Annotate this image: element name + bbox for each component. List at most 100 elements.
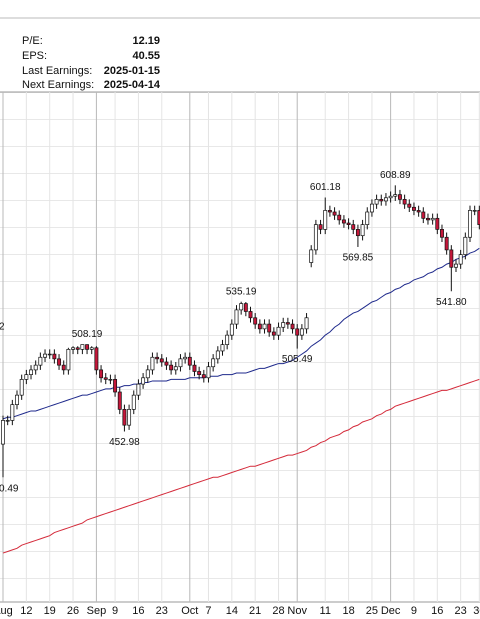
- candle-body: [103, 377, 108, 380]
- annotation: 608.89: [380, 170, 411, 181]
- annotation: 508.19: [72, 329, 103, 340]
- candle-body: [239, 303, 244, 311]
- stat-label: EPS:: [22, 50, 47, 62]
- candle-body: [94, 347, 99, 371]
- candle-body: [38, 356, 43, 366]
- candle-body: [257, 323, 262, 330]
- candle-body: [407, 203, 412, 208]
- candle-body: [187, 356, 192, 366]
- candle-body: [360, 224, 365, 237]
- stat-label: P/E:: [22, 35, 43, 47]
- candle-body: [183, 356, 188, 360]
- candle-body: [295, 328, 300, 336]
- candle-body: [388, 195, 393, 199]
- x-tick-label: Sep: [87, 605, 107, 617]
- candle-body: [248, 311, 253, 319]
- candle-body: [197, 371, 202, 375]
- x-tick-label: 16: [431, 605, 443, 617]
- candle-body: [131, 394, 136, 410]
- candle-body: [61, 364, 66, 371]
- candle-body: [402, 199, 407, 205]
- candle-body: [29, 369, 33, 375]
- x-tick-label: Oct: [181, 605, 198, 617]
- candle-body: [71, 347, 75, 350]
- candle-body: [309, 249, 314, 263]
- candle-body: [66, 349, 71, 371]
- candle-body: [299, 328, 304, 336]
- stat-value: 2025-01-15: [104, 65, 160, 77]
- candle-body: [141, 377, 146, 385]
- candle-body: [127, 409, 132, 426]
- annotation: 505.49: [282, 354, 313, 365]
- candle-body: [75, 347, 80, 350]
- candle-body: [19, 379, 24, 396]
- candle-body: [318, 224, 323, 230]
- x-tick-label: Aug: [0, 605, 13, 617]
- candle-body: [365, 211, 370, 225]
- candle-body: [271, 331, 276, 336]
- stat-label: Last Earnings:: [22, 65, 92, 77]
- candle-body: [304, 317, 309, 330]
- candle-body: [383, 197, 388, 202]
- annotation: 535.19: [226, 286, 257, 297]
- candle-body: [159, 358, 164, 363]
- candle-body: [435, 217, 440, 230]
- x-tick-label: 9: [112, 605, 118, 617]
- annotation: 541.80: [436, 297, 467, 308]
- candle-body: [150, 356, 155, 371]
- candle-body: [47, 353, 52, 356]
- candle-body: [122, 409, 127, 426]
- candle-body: [225, 334, 230, 345]
- candle-body: [211, 358, 216, 368]
- candle-body: [463, 236, 468, 255]
- candle-body: [393, 194, 398, 197]
- candle-body: [99, 369, 104, 379]
- candle-body: [454, 263, 458, 268]
- moving-average-line: [2, 247, 480, 420]
- candle-body: [85, 344, 90, 350]
- x-tick-label: 11: [320, 605, 331, 617]
- candle-body: [444, 236, 449, 251]
- annotation: 569.85: [343, 253, 374, 264]
- stat-value: 12.19: [132, 35, 160, 47]
- candle-body: [313, 224, 318, 251]
- stat-value: 2025-04-14: [104, 79, 161, 91]
- candle-body: [155, 356, 160, 360]
- candle-body: [416, 210, 421, 213]
- x-tick-label: Dec: [381, 605, 401, 617]
- candle-body: [253, 317, 258, 325]
- x-tick-label: 26: [67, 605, 79, 617]
- candle-body: [332, 211, 337, 216]
- x-tick-label: 19: [44, 605, 56, 617]
- x-tick-label: Nov: [287, 605, 307, 617]
- candle-body: [337, 214, 342, 221]
- candle-body: [426, 217, 430, 221]
- x-tick-label: 12: [20, 605, 32, 617]
- candle-body: [220, 344, 225, 352]
- x-tick-label: 9: [411, 605, 417, 617]
- candle-body: [351, 224, 356, 230]
- candle-body: [145, 369, 150, 379]
- candle-body: [346, 222, 351, 225]
- candle-body: [440, 229, 444, 238]
- x-tick-label: 23: [455, 605, 467, 617]
- x-tick-label: 23: [156, 605, 168, 617]
- candle-body: [374, 199, 379, 205]
- candle-body: [229, 323, 234, 336]
- candle-body: [276, 326, 281, 336]
- candle-body: [369, 203, 374, 213]
- annotation: 452.98: [109, 437, 140, 448]
- candle-body: [201, 374, 206, 379]
- candle-body: [468, 210, 472, 238]
- candle-body: [89, 347, 94, 350]
- candle-body: [477, 210, 480, 225]
- candle-body: [10, 404, 15, 421]
- moving-average-line: [2, 378, 480, 554]
- candle-body: [52, 353, 57, 360]
- candle-body: [136, 383, 141, 396]
- candle-body: [243, 303, 248, 312]
- candle-body: [421, 211, 426, 219]
- candle-body: [192, 364, 197, 372]
